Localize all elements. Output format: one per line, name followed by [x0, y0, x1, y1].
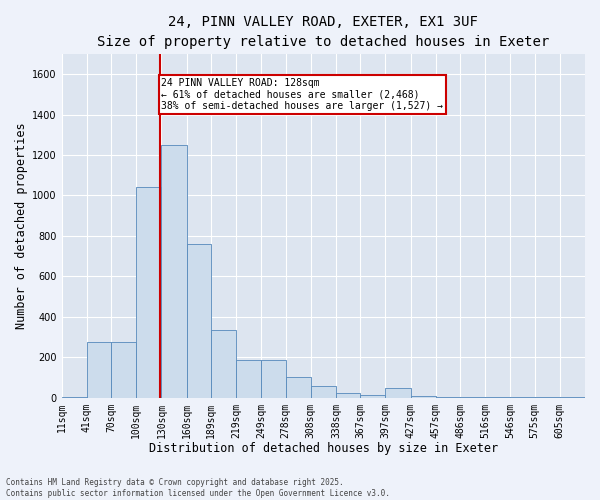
Y-axis label: Number of detached properties: Number of detached properties [15, 122, 28, 329]
Bar [436, 396, 460, 398]
Bar [460, 397, 485, 398]
X-axis label: Distribution of detached houses by size in Exeter: Distribution of detached houses by size … [149, 442, 498, 455]
Bar [161, 145, 187, 398]
Text: 24 PINN VALLEY ROAD: 128sqm
← 61% of detached houses are smaller (2,468)
38% of : 24 PINN VALLEY ROAD: 128sqm ← 61% of det… [161, 78, 443, 112]
Bar [111, 342, 136, 398]
Bar [87, 342, 111, 398]
Bar [410, 396, 436, 398]
Bar [286, 378, 311, 398]
Bar [261, 360, 286, 398]
Title: 24, PINN VALLEY ROAD, EXETER, EX1 3UF
Size of property relative to detached hous: 24, PINN VALLEY ROAD, EXETER, EX1 3UF Si… [97, 15, 550, 48]
Bar [485, 397, 511, 398]
Bar [336, 392, 360, 398]
Bar [311, 386, 336, 398]
Bar [360, 394, 385, 398]
Bar [136, 188, 161, 398]
Bar [385, 388, 410, 398]
Bar [187, 244, 211, 398]
Bar [236, 360, 261, 398]
Bar [211, 330, 236, 398]
Text: Contains HM Land Registry data © Crown copyright and database right 2025.
Contai: Contains HM Land Registry data © Crown c… [6, 478, 390, 498]
Bar [62, 396, 87, 398]
